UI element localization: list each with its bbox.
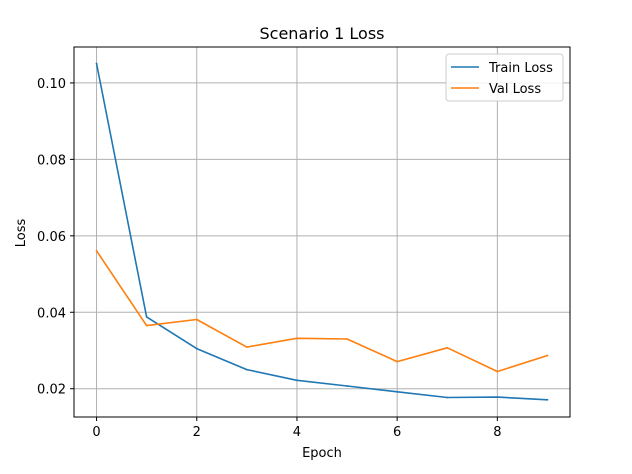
data-point <box>195 318 198 321</box>
data-point <box>496 370 499 373</box>
chart-title: Scenario 1 Loss <box>260 24 385 43</box>
y-axis: 0.02 0.04 0.06 0.08 0.10 <box>37 77 74 398</box>
y-tick-label: 0.06 <box>37 230 66 245</box>
y-tick-label: 0.10 <box>37 77 66 92</box>
y-tick-label: 0.08 <box>37 153 66 168</box>
x-axis-label: Epoch <box>302 446 342 461</box>
data-point <box>546 398 549 401</box>
grid <box>74 47 570 417</box>
legend-label: Train Loss <box>488 61 553 76</box>
x-axis: 0 2 4 6 8 <box>92 417 501 440</box>
series-line-0 <box>95 63 548 401</box>
data-point <box>446 396 449 399</box>
plot-frame <box>73 46 571 418</box>
data-point <box>346 385 348 387</box>
x-tick-label: 4 <box>293 425 301 440</box>
data-point <box>496 396 499 399</box>
data-point <box>145 324 148 327</box>
y-axis-label: Loss <box>14 219 29 248</box>
x-tick-label: 0 <box>92 425 100 440</box>
x-tick-label: 6 <box>393 425 401 440</box>
data-point <box>546 354 549 357</box>
data-point <box>195 347 198 350</box>
y-tick-label: 0.02 <box>37 383 66 398</box>
data-point <box>296 337 298 340</box>
legend-label: Val Loss <box>489 82 541 97</box>
x-tick-label: 2 <box>193 425 201 440</box>
data-point <box>145 315 148 318</box>
data-point <box>296 379 298 382</box>
legend-box <box>445 53 564 102</box>
y-tick-label: 0.04 <box>37 306 66 321</box>
data-point <box>245 346 248 348</box>
data-point <box>396 390 399 393</box>
series-lines <box>95 62 549 401</box>
data-point <box>446 346 449 349</box>
data-point <box>95 249 98 252</box>
data-point <box>396 360 399 363</box>
data-point <box>346 338 348 340</box>
series-line-1 <box>95 250 548 373</box>
data-point <box>245 368 248 371</box>
data-point <box>95 62 98 65</box>
legend: Train Loss Val Loss <box>445 53 564 102</box>
x-tick-label: 8 <box>493 425 501 440</box>
